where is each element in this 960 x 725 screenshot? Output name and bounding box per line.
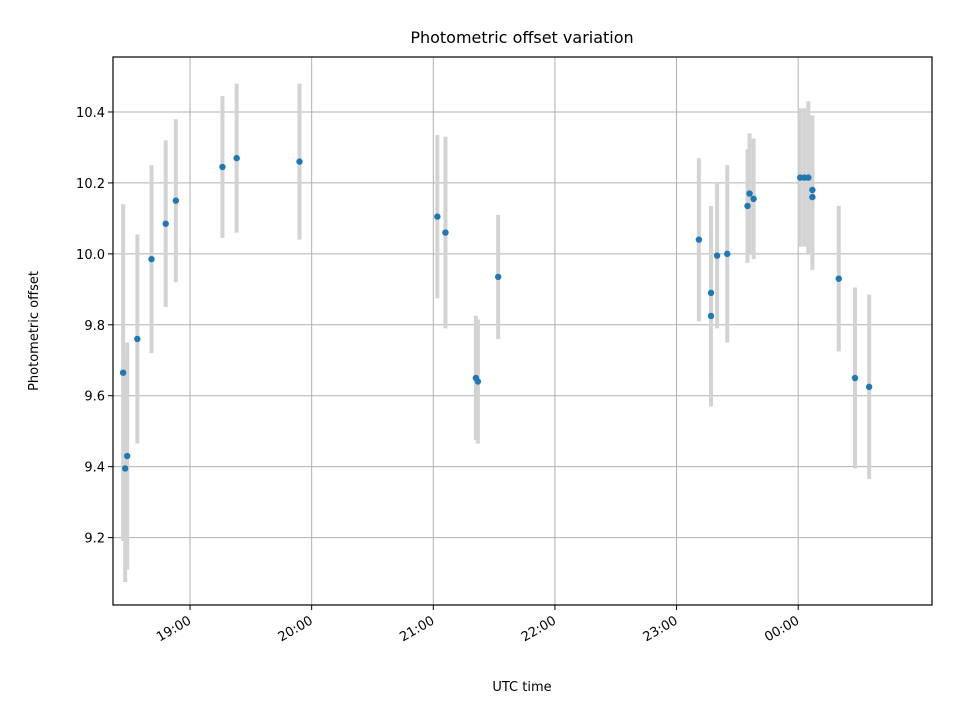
data-point [494,273,502,281]
y-tick-label: 9.4 [84,461,105,476]
plot-frame [112,56,933,606]
y-tick-label: 9.8 [84,319,105,334]
data-point [809,193,816,201]
data-point [707,312,715,320]
data-point [123,452,131,460]
data-point [434,213,441,220]
y-tick-label: 9.2 [84,532,105,547]
data-point [121,465,129,472]
chart-title: Photometric offset variation [410,28,633,47]
data-point [219,163,226,171]
y-tick-label: 10.4 [76,106,105,121]
data-point [809,186,816,194]
data-point [744,202,751,210]
x-axis-label: UTC time [492,680,551,695]
data-point [746,190,753,197]
data-point [865,383,873,391]
data-point [119,369,127,376]
data-points [119,154,873,472]
data-point [442,229,449,236]
y-axis-ticks: 9.2 9.4 9.6 9.8 10.0 10.2 10.4 [76,106,113,547]
y-axis-label: Photometric offset [27,271,42,391]
data-point [805,174,812,181]
y-tick-label: 10.2 [76,177,105,192]
grid [113,57,932,605]
data-point [713,252,721,259]
data-point [233,154,240,162]
data-point [296,158,303,165]
data-point [750,195,757,203]
data-point [835,275,842,282]
data-point [474,378,482,385]
data-point [851,374,859,382]
data-point [148,255,155,263]
data-point [724,250,731,258]
y-tick-label: 10.0 [76,248,105,263]
data-point [134,335,141,343]
y-tick-label: 9.6 [84,390,105,405]
data-point [172,197,180,204]
data-point [695,236,703,243]
data-point [707,289,715,297]
data-point [162,220,169,227]
